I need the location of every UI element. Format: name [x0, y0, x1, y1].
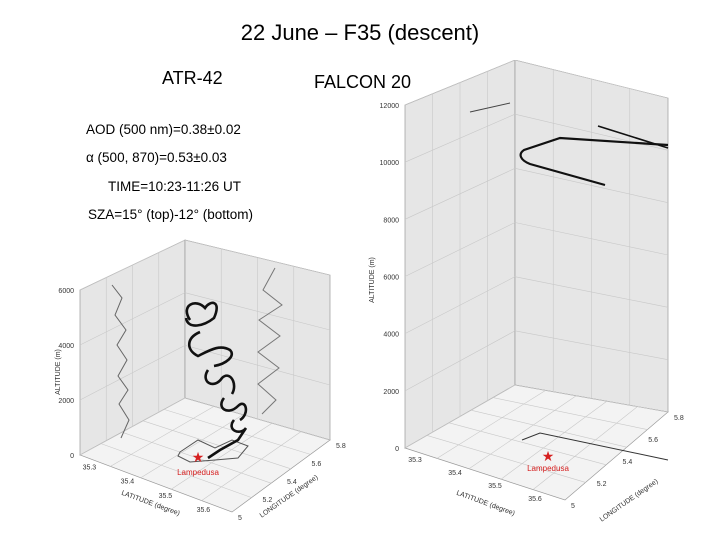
falcon20-label: FALCON 20: [314, 72, 412, 92]
longitude-tick-label: 5.2: [597, 481, 607, 488]
z-tick-label: 6000: [58, 288, 74, 295]
z-tick-label: 8000: [383, 217, 399, 224]
floor-gridline: [500, 400, 607, 480]
z-tick-label: 12000: [380, 103, 400, 110]
latitude-tick-label: 35.3: [83, 464, 97, 471]
floor-gridline: [426, 435, 586, 483]
altitude-axis-title: ALTITUDE (m): [369, 257, 376, 303]
latitude-tick-label: 35.4: [121, 479, 135, 486]
lampedusa-star-icon: ★: [192, 449, 205, 465]
descent-path: [519, 136, 669, 187]
floor-gridline: [448, 422, 607, 466]
left-wall-projection: [111, 284, 130, 439]
altitude-axis-title: ALTITUDE (m): [55, 349, 62, 395]
z-tick-label: 0: [395, 446, 399, 453]
longitude-tick-label: 5: [571, 503, 575, 510]
floor-gridline: [492, 397, 648, 430]
longitude-tick-label: 5.8: [336, 443, 346, 450]
longitude-tick-label: 5.2: [263, 497, 273, 504]
descent-path-upper: [597, 125, 669, 149]
latitude-tick-label: 35.4: [448, 470, 462, 477]
floor-track: [177, 439, 249, 463]
atr42-label: ATR-42: [162, 68, 223, 88]
longitude-axis-title: LONGITUDE (degree): [599, 478, 660, 523]
z-tick-label: 4000: [58, 343, 74, 350]
floor-gridline: [532, 406, 638, 490]
info-angstrom: α (500, 870)=0.53±0.03: [86, 150, 227, 165]
z-tick-label: 4000: [383, 332, 399, 339]
top-segment: [469, 102, 511, 113]
floor-gridline: [110, 406, 215, 467]
longitude-tick-label: 5.6: [312, 461, 322, 468]
floor-gridline: [468, 395, 577, 470]
latitude-tick-label: 35.5: [488, 483, 502, 490]
z-tick-label: 2000: [383, 389, 399, 396]
lampedusa-star-icon: ★: [542, 448, 555, 464]
longitude-tick-label: 5.6: [648, 437, 658, 444]
floor-gridline: [100, 443, 252, 498]
latitude-tick-label: 35.3: [408, 457, 422, 464]
longitude-tick-label: 5.4: [623, 459, 633, 466]
latitude-axis-title: LATITUDE (degree): [455, 490, 515, 518]
longitude-tick-label: 5: [238, 515, 242, 522]
falcon20-3d-plot: ★ Lampedusa ALTITUDE (m) LATITUDE (degre…: [369, 60, 684, 523]
latitude-tick-label: 35.6: [528, 496, 542, 503]
longitude-tick-label: 5.4: [287, 479, 297, 486]
floor-gridline: [171, 422, 273, 490]
descent-path: [184, 301, 248, 460]
floor-gridline: [201, 431, 302, 501]
z-tick-label: 10000: [380, 160, 400, 167]
back-wall-projection: [257, 267, 283, 415]
floor-projection: [521, 432, 669, 461]
floor-gridline: [140, 414, 244, 479]
z-tick-label: 6000: [383, 275, 399, 282]
floor-gridline: [142, 420, 291, 470]
info-time: TIME=10:23-11:26 UT: [108, 179, 241, 194]
latitude-tick-label: 35.5: [159, 493, 173, 500]
longitude-tick-label: 5.8: [674, 415, 684, 422]
z-tick-label: 0: [70, 453, 74, 460]
info-aod: AOD (500 nm)=0.38±0.02: [86, 122, 241, 137]
floor-gridline: [121, 431, 272, 484]
atr42-3d-plot: ★ Lampedusa ALTITUDE (m) LATITUDE (degre…: [55, 239, 346, 522]
lampedusa-label: Lampedusa: [527, 464, 569, 473]
lampedusa-label: Lampedusa: [177, 468, 219, 477]
info-sza: SZA=15° (top)-12° (bottom): [88, 207, 253, 222]
floor-gridline: [470, 409, 627, 448]
latitude-tick-label: 35.6: [197, 507, 211, 514]
floor-gridline: [436, 390, 546, 459]
slide-title: 22 June – F35 (descent): [240, 20, 480, 45]
z-tick-label: 2000: [58, 398, 74, 405]
